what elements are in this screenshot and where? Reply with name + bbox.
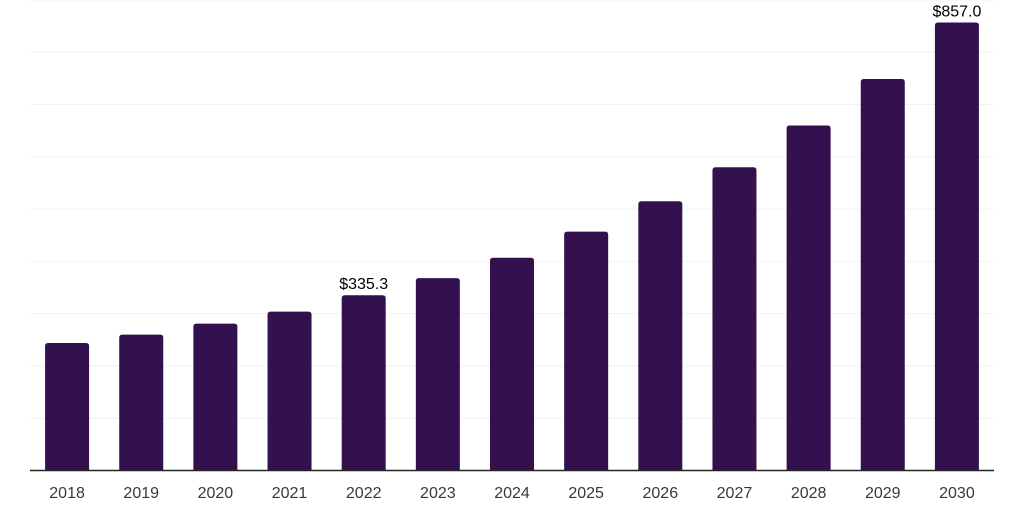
data-label-2030: $857.0 [932,3,981,20]
x-tick-2018: 2018 [49,485,85,502]
bar-2018 [45,342,90,471]
bar-2026 [638,201,683,471]
bar-2028 [786,125,831,471]
bar-2020 [193,323,238,471]
data-label-2022: $335.3 [339,276,388,293]
bar-2025 [564,231,609,471]
x-tick-2025: 2025 [568,485,604,502]
x-tick-2020: 2020 [198,485,234,502]
x-tick-2022: 2022 [346,485,382,502]
bar-2027 [712,167,757,471]
x-tick-2019: 2019 [123,485,159,502]
bar-2030 [934,22,979,471]
x-tick-2021: 2021 [272,485,308,502]
x-tick-2028: 2028 [791,485,827,502]
x-tick-2030: 2030 [939,485,975,502]
x-tick-2024: 2024 [494,485,530,502]
bar-2024 [490,257,534,471]
x-tick-2023: 2023 [420,485,456,502]
bar-2029 [860,78,905,471]
x-tick-2029: 2029 [865,485,901,502]
x-tick-2027: 2027 [717,485,753,502]
bar-2023 [415,278,460,471]
bar-2019 [119,334,164,471]
bar-2021 [267,311,312,471]
bar-2022 [341,295,386,471]
x-tick-2026: 2026 [643,485,679,502]
